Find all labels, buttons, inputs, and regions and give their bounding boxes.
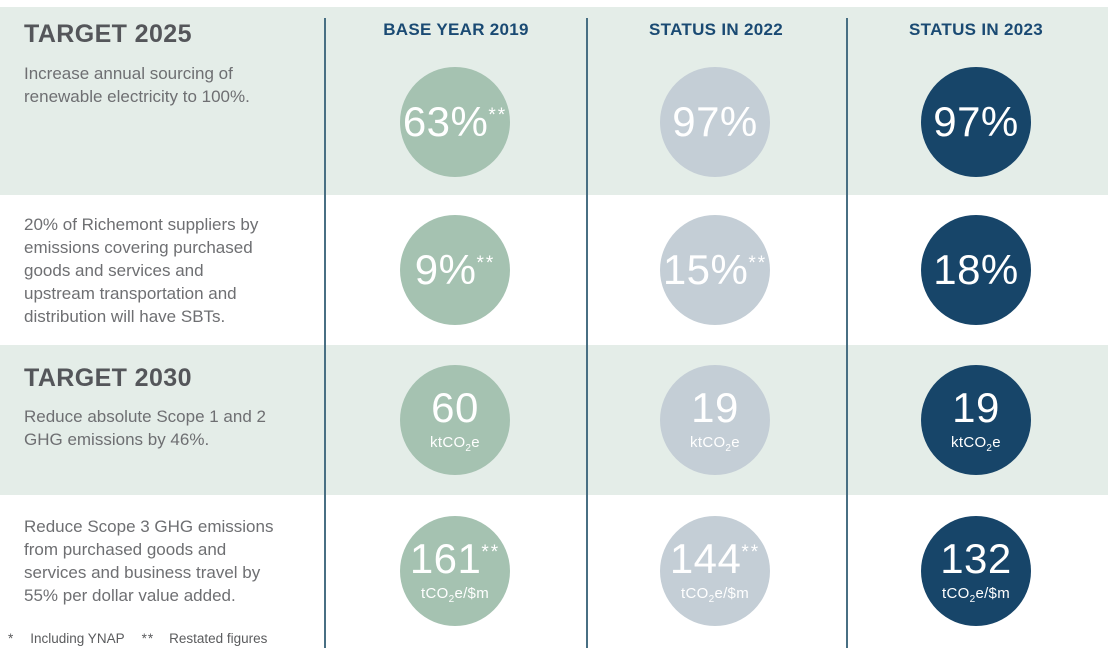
metric-value: 18% [933,246,1019,293]
metric-value: 161 [409,534,482,582]
metric-circle-scope12-2019: 60 ktCO2e [400,365,510,475]
row-description-renewable-electricity: Increase annual sourcing of renewable el… [24,62,250,108]
footnote-double-asterisk: ** [141,631,155,646]
column-header-base-year-2019: BASE YEAR 2019 [383,20,529,39]
column-header-status-2022: STATUS IN 2022 [649,20,783,39]
description-line: services and business travel by [24,563,261,582]
description-line: upstream transportation and [24,284,237,303]
restated-note: ** [741,541,761,563]
metric-unit: tCO2e/$m [680,584,749,605]
metric-circle-renewable-2023: 97% [921,67,1031,177]
metric-unit: tCO2e/$m [941,584,1010,605]
metric-value: 63% [402,98,489,145]
metric-circle-sbts-2019: 9%** [400,215,510,325]
metric-value: 19 [691,383,739,431]
footnote-label-ynap: Including YNAP [30,631,125,646]
metric-value: 15% [662,246,749,293]
metric-circle-scope3-2022: 144** tCO2e/$m [660,516,770,626]
metric-circle-renewable-2022: 97% [660,67,770,177]
footnote-asterisk: * [8,631,14,646]
metric-value: 132 [940,534,1012,582]
description-line: Increase annual sourcing of [24,64,233,83]
metric-circle-scope3-2023: 132 tCO2e/$m [921,516,1031,626]
column-divider [324,18,326,648]
metric-unit: tCO2e/$m [420,584,489,605]
metric-unit: ktCO2e [951,433,1001,454]
metric-unit: ktCO2e [690,433,740,454]
description-line: distribution will have SBTs. [24,307,226,326]
description-line: goods and services and [24,261,204,280]
metric-value: 144 [669,534,742,582]
metric-value: 60 [431,383,479,431]
restated-note: ** [481,541,501,563]
metric-circle-renewable-2019: 63%** [400,67,510,177]
restated-note: ** [476,253,496,274]
column-header-status-2023: STATUS IN 2023 [909,20,1043,39]
column-divider [846,18,848,648]
metric-circle-scope12-2022: 19 ktCO2e [660,365,770,475]
row-description-scope3: Reduce Scope 3 GHG emissions from purcha… [24,515,273,607]
restated-note: ** [748,253,768,274]
column-divider [586,18,588,648]
footnote: * Including YNAP ** Restated figures [8,631,267,646]
row-description-supplier-sbts: 20% of Richemont suppliers by emissions … [24,213,258,328]
description-line: emissions covering purchased [24,238,253,257]
description-line: Reduce Scope 3 GHG emissions [24,517,274,536]
metric-circle-scope3-2019: 161** tCO2e/$m [400,516,510,626]
row-description-scope12: Reduce absolute Scope 1 and 2 GHG emissi… [24,405,266,451]
footnote-label-restated: Restated figures [169,631,268,646]
metric-value: 97% [672,98,758,145]
metric-value: 9% [414,246,477,293]
metric-value: 97% [933,98,1019,145]
metric-circle-sbts-2022: 15%** [660,215,770,325]
metric-value: 19 [952,383,1000,431]
description-line: from purchased goods and [24,540,227,559]
description-line: renewable electricity to 100%. [24,87,250,106]
row-band-target-2025 [0,7,1108,195]
description-line: 20% of Richemont suppliers by [24,215,259,234]
description-line: Reduce absolute Scope 1 and 2 [24,407,266,426]
row-title-target-2030: TARGET 2030 [24,364,192,392]
restated-note: ** [488,105,508,126]
metric-unit: ktCO2e [430,433,480,454]
metric-circle-scope12-2023: 19 ktCO2e [921,365,1031,475]
metric-circle-sbts-2023: 18% [921,215,1031,325]
row-title-target-2025: TARGET 2025 [24,20,192,48]
description-line: 55% per dollar value added. [24,586,236,605]
description-line: GHG emissions by 46%. [24,430,210,449]
